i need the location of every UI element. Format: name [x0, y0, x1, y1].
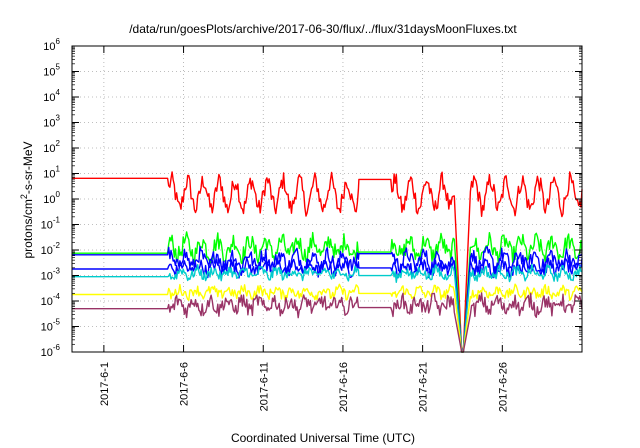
grid-layer [72, 46, 582, 352]
x-tick-label: 2017-6-16 [338, 362, 350, 412]
x-tick-label: 2017-6-6 [179, 362, 191, 406]
series-line-5 [72, 263, 583, 353]
y-tick-label: 101 [43, 165, 60, 181]
series-line-7 [72, 292, 583, 353]
series-layer [72, 171, 583, 353]
series-line-4 [72, 257, 583, 353]
series-line-1 [72, 171, 583, 353]
y-tick-label: 10-4 [41, 292, 61, 308]
series-line-3 [72, 246, 583, 353]
axis-layer: 10-6 10-5 10-4 10-3 10-2 10-1 100 101 102 103 104 1… [41, 37, 582, 412]
y-tick-label: 10-6 [41, 343, 61, 359]
x-tick-label: 2017-6-1 [99, 362, 111, 406]
x-tick-label: 2017-6-21 [418, 362, 430, 412]
y-tick-label: 10-2 [41, 241, 61, 257]
y-tick-label: 102 [43, 139, 60, 155]
y-tick-label: 104 [43, 88, 60, 104]
y-tick-label: 103 [43, 114, 60, 130]
chart-title: /data/run/goesPlots/archive/2017-06-30/f… [129, 22, 517, 36]
series-line-6 [72, 283, 583, 353]
x-tick-label: 2017-6-11 [258, 362, 270, 411]
x-tick-label: 2017-6-26 [497, 362, 509, 412]
x-axis-title: Coordinated Universal Time (UTC) [231, 431, 415, 445]
y-tick-label: 106 [43, 37, 60, 53]
y-tick-label: 10-5 [41, 318, 61, 334]
y-tick-label: 10-3 [41, 267, 61, 283]
series-line-2 [72, 231, 583, 353]
y-tick-label: 100 [43, 190, 60, 206]
y-tick-label: 10-1 [41, 216, 61, 232]
y-tick-label: 105 [43, 63, 60, 79]
y-axis-title: protons/cm2-s-sr-MeV [19, 141, 35, 258]
